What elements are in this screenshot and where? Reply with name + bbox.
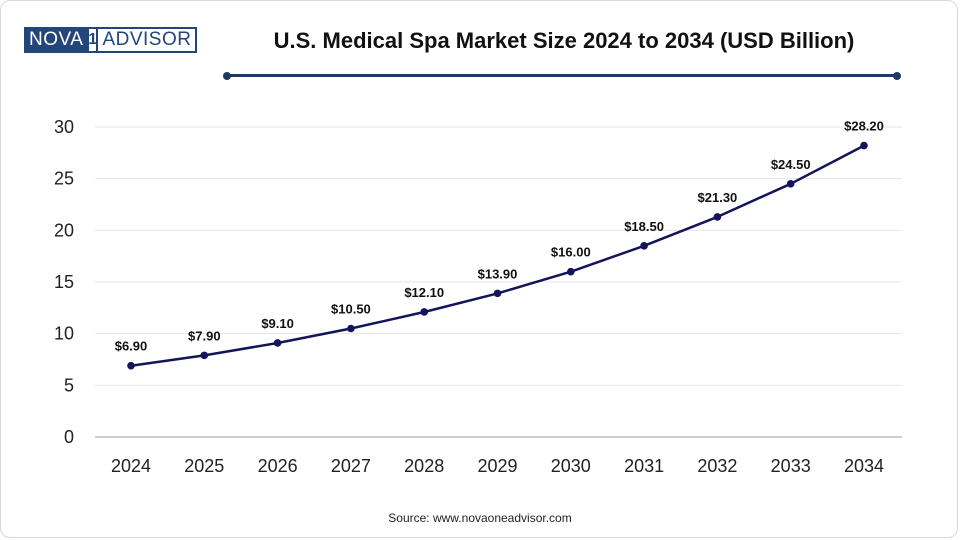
- data-point-2031: [640, 242, 648, 250]
- data-point-2025: [200, 351, 209, 360]
- x-tick-label-2032: 2032: [697, 456, 737, 476]
- data-label-2024: $6.90: [115, 339, 148, 354]
- y-tick-label-20: 20: [54, 220, 74, 240]
- title-underline-right-dot: [893, 71, 901, 80]
- x-tick-label-2028: 2028: [404, 456, 444, 476]
- brand-logo: NOVA 1 ADVISOR: [24, 27, 198, 53]
- data-label-2034: $28.20: [844, 119, 884, 134]
- data-point-2032: [713, 213, 722, 221]
- data-point-2030: [567, 267, 575, 276]
- y-tick-label-5: 5: [64, 375, 74, 395]
- x-tick-label-2030: 2030: [551, 456, 591, 476]
- data-label-2033: $24.50: [771, 157, 811, 172]
- data-label-2031: $18.50: [624, 219, 664, 234]
- x-tick-label-2031: 2031: [624, 456, 664, 476]
- y-tick-label-10: 10: [54, 324, 74, 344]
- y-tick-label-30: 30: [54, 117, 74, 137]
- x-tick-label-2029: 2029: [477, 456, 517, 476]
- x-tick-label-2025: 2025: [184, 456, 224, 476]
- data-point-2033: [786, 180, 795, 188]
- data-point-2026: [273, 339, 282, 347]
- data-point-2024: [127, 361, 135, 370]
- data-point-2029: [493, 289, 502, 298]
- title-underline-left-dot: [223, 71, 231, 80]
- x-tick-label-2027: 2027: [331, 456, 371, 476]
- data-label-2032: $21.30: [698, 190, 738, 205]
- logo-mark: 1: [87, 27, 99, 53]
- chart-title: U.S. Medical Spa Market Size 2024 to 203…: [273, 28, 855, 53]
- data-point-2028: [420, 308, 429, 316]
- data-label-2025: $7.90: [188, 328, 221, 343]
- data-label-2030: $16.00: [551, 245, 591, 260]
- data-point-2034: [860, 141, 868, 150]
- x-tick-label-2024: 2024: [111, 456, 151, 476]
- y-tick-label-0: 0: [64, 427, 74, 447]
- x-tick-label-2026: 2026: [258, 456, 298, 476]
- logo-text-advisor: ADVISOR: [98, 27, 198, 53]
- logo-text-nova: NOVA: [24, 27, 88, 53]
- source-note: Source: www.novaoneadvisor.com: [388, 511, 572, 525]
- data-point-2027: [347, 324, 355, 333]
- title-underline: [223, 71, 901, 80]
- x-tick-label-2033: 2033: [771, 456, 811, 476]
- data-label-2027: $10.50: [331, 302, 371, 317]
- y-tick-label-25: 25: [54, 169, 74, 189]
- y-tick-label-15: 15: [54, 272, 74, 292]
- x-tick-label-2034: 2034: [844, 456, 884, 476]
- data-label-2028: $12.10: [404, 285, 444, 300]
- data-label-2026: $9.10: [261, 316, 294, 331]
- data-label-2029: $13.90: [478, 266, 518, 281]
